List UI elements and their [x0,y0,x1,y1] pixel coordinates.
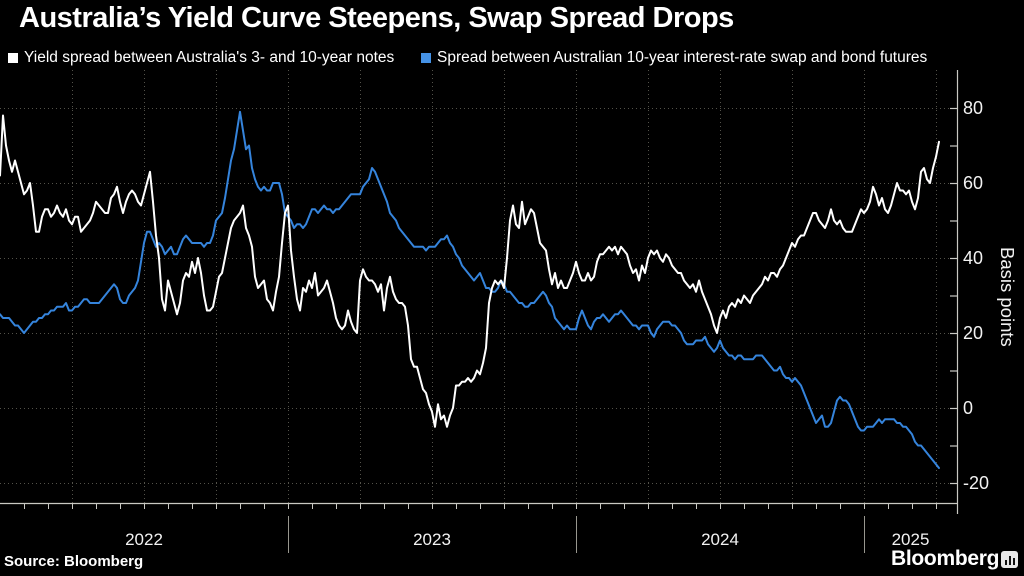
legend-swatch-white [8,53,18,63]
x-tick-label-2025: 2025 [891,530,930,549]
x-tick-label-2023: 2023 [413,530,451,549]
legend-item-yield-spread: Yield spread between Australia's 3- and … [8,49,394,67]
y-tick-label: -20 [963,473,990,493]
y-tick-label: 0 [963,398,974,418]
legend-label: Yield spread between Australia's 3- and … [24,49,395,66]
bloomberg-chart-icon [1001,551,1018,568]
y-tick-label: 60 [963,173,984,193]
x-tick-label-2024: 2024 [701,530,739,549]
legend-item-swap-spread: Spread between Australian 10-year intere… [421,49,927,67]
y-axis-title: Basis points [997,247,1018,347]
y-tick-label: 40 [963,248,984,268]
bloomberg-wordmark: Bloomberg [891,547,1000,570]
series-line [0,110,940,469]
legend-swatch-blue [421,53,431,63]
source-credit: Source: Bloomberg [4,553,144,570]
legend-label: Spread between Australian 10-year intere… [437,49,928,66]
y-tick-label: 80 [963,98,984,118]
x-tick-label-2022: 2022 [125,530,163,549]
y-tick-label: 20 [963,323,984,343]
series-line [0,114,940,428]
chart-title: Australia’s Yield Curve Steepens, Swap S… [19,2,734,34]
